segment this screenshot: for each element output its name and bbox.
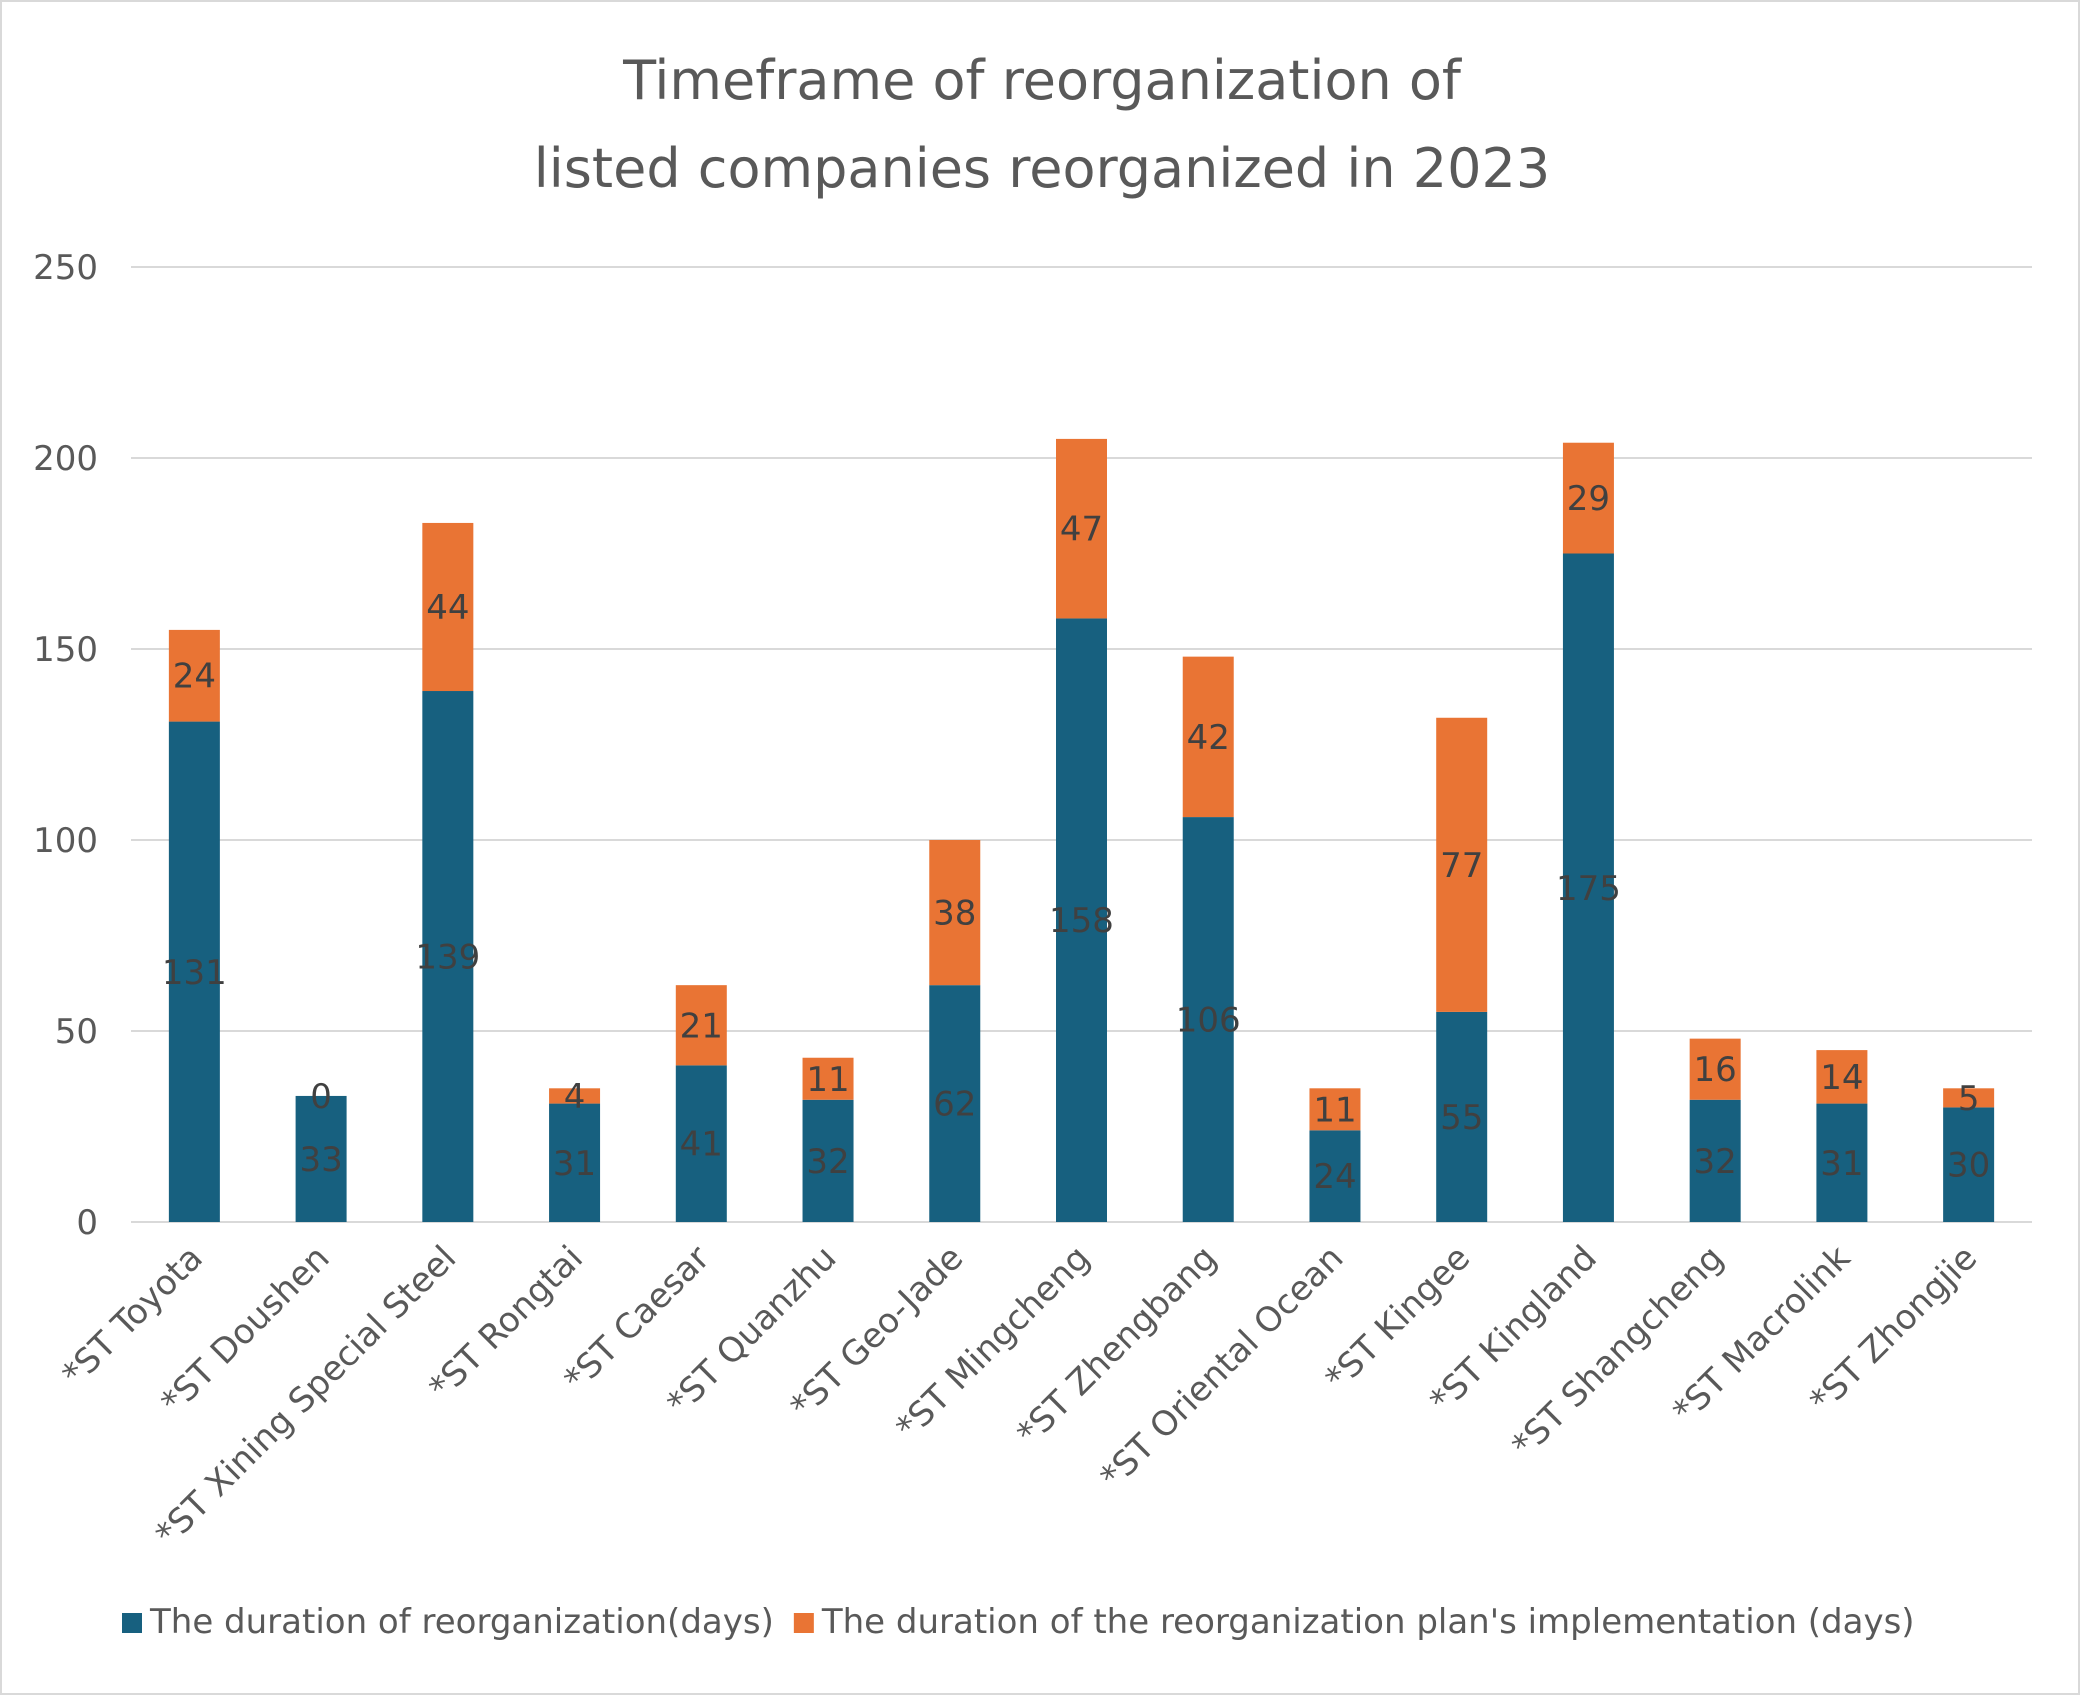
data-label-series-1: 106 — [1176, 1001, 1241, 1041]
bar-segment-series-1 — [1309, 1130, 1361, 1222]
bar-segment-series-2 — [1182, 656, 1234, 818]
bar-segment-series-2 — [549, 1088, 601, 1104]
data-labels: 131 24 33 0 139 44 31 4 41 21 32 11 62 38 158 47 106 42 24… — [162, 479, 1990, 1197]
bar-segment-series-1 — [1689, 1099, 1741, 1222]
data-label-series-1: 55 — [1440, 1098, 1483, 1138]
data-label-series-2: 47 — [1060, 510, 1103, 550]
y-tick-label: 100 — [33, 821, 98, 861]
data-label-series-1: 41 — [680, 1125, 723, 1165]
bar-segment-series-2 — [1056, 438, 1107, 619]
bar-segment-series-2 — [802, 1057, 854, 1100]
bar-segment-series-2 — [168, 629, 220, 722]
bar-segment-series-2 — [422, 522, 474, 692]
legend-label-series-1: The duration of reorganization(days) — [149, 1602, 774, 1642]
legend: The duration of reorganization(days) The … — [122, 1602, 1915, 1642]
bar-segment-series-2 — [1816, 1050, 1868, 1104]
bar-segment-series-2 — [1436, 717, 1488, 1012]
chart-title: Timeframe of reorganization of listed co… — [534, 49, 1550, 200]
bar-segment-series-1 — [422, 691, 474, 1222]
bar-segment-series-2 — [1943, 1088, 1995, 1108]
data-label-series-2: 77 — [1440, 846, 1483, 886]
bar-segment-series-2 — [1309, 1088, 1361, 1131]
data-label-series-1: 30 — [1947, 1146, 1990, 1186]
bar-segment-series-2 — [929, 840, 981, 986]
data-label-series-1: 62 — [933, 1085, 976, 1125]
bar-segment-series-1 — [1943, 1107, 1995, 1222]
bar-segment-series-2 — [1689, 1038, 1741, 1100]
bar-segment-series-2 — [675, 985, 727, 1066]
data-label-series-1: 32 — [1694, 1142, 1737, 1182]
data-label-series-1: 33 — [299, 1140, 342, 1180]
bar-segment-series-1 — [802, 1099, 854, 1222]
data-label-series-2: 21 — [680, 1006, 723, 1046]
data-label-series-1: 31 — [553, 1144, 596, 1184]
y-tick-label: 250 — [33, 248, 98, 288]
data-label-series-1: 131 — [162, 953, 227, 993]
legend-label-series-2: The duration of the reorganization plan'… — [821, 1602, 1915, 1642]
data-label-series-1: 139 — [415, 938, 480, 978]
bar-segment-series-1 — [168, 721, 220, 1222]
chart-title-line-2: listed companies reorganized in 2023 — [534, 137, 1550, 200]
data-label-series-2: 42 — [1187, 718, 1230, 758]
y-tick-label: 200 — [33, 439, 98, 479]
data-label-series-2: 38 — [933, 894, 976, 934]
data-label-series-2: 11 — [806, 1060, 849, 1100]
y-tick-label: 50 — [55, 1012, 98, 1052]
bar-segment-series-1 — [1562, 553, 1614, 1222]
data-label-series-1: 31 — [1820, 1144, 1863, 1184]
data-label-series-1: 24 — [1313, 1157, 1356, 1197]
data-label-series-2: 29 — [1567, 479, 1610, 519]
data-label-series-2: 14 — [1820, 1058, 1863, 1098]
y-axis-tick-labels: 0 50 100 150 200 250 — [33, 248, 98, 1243]
chart-title-line-1: Timeframe of reorganization of — [622, 49, 1463, 112]
data-label-series-1: 32 — [806, 1142, 849, 1182]
x-tick-label: *ST Oriental Ocean — [1093, 1238, 1352, 1497]
bars — [168, 438, 1995, 1222]
bar-segment-series-1 — [549, 1103, 601, 1222]
bar-segment-series-2 — [1562, 442, 1614, 554]
bar-segment-series-1 — [1436, 1011, 1488, 1222]
data-label-series-2: 44 — [426, 588, 469, 628]
data-label-series-2: 4 — [564, 1077, 586, 1117]
bar-segment-series-1 — [675, 1065, 727, 1222]
bar-segment-series-1 — [1056, 618, 1107, 1222]
bar-segment-series-1 — [1182, 817, 1234, 1222]
data-label-series-2: 5 — [1958, 1079, 1980, 1119]
y-tick-label: 150 — [33, 630, 98, 670]
data-label-series-2: 24 — [173, 657, 216, 697]
bar-segment-series-1 — [1816, 1103, 1868, 1222]
x-tick-label: *ST Shangcheng — [1504, 1238, 1731, 1465]
y-tick-label: 0 — [76, 1203, 98, 1243]
bar-segment-series-1 — [929, 985, 981, 1222]
data-label-series-2: 16 — [1694, 1050, 1737, 1090]
data-label-series-2: 0 — [310, 1077, 332, 1117]
data-label-series-1: 158 — [1049, 901, 1114, 941]
data-label-series-1: 175 — [1556, 869, 1621, 909]
bar-segment-series-1 — [295, 1095, 347, 1222]
x-axis-tick-labels: *ST Toyota*ST Doushen*ST Xining Special … — [54, 1238, 1985, 1555]
legend-swatch-series-1 — [122, 1613, 142, 1633]
legend-swatch-series-2 — [793, 1613, 814, 1633]
data-label-series-2: 11 — [1313, 1090, 1356, 1130]
